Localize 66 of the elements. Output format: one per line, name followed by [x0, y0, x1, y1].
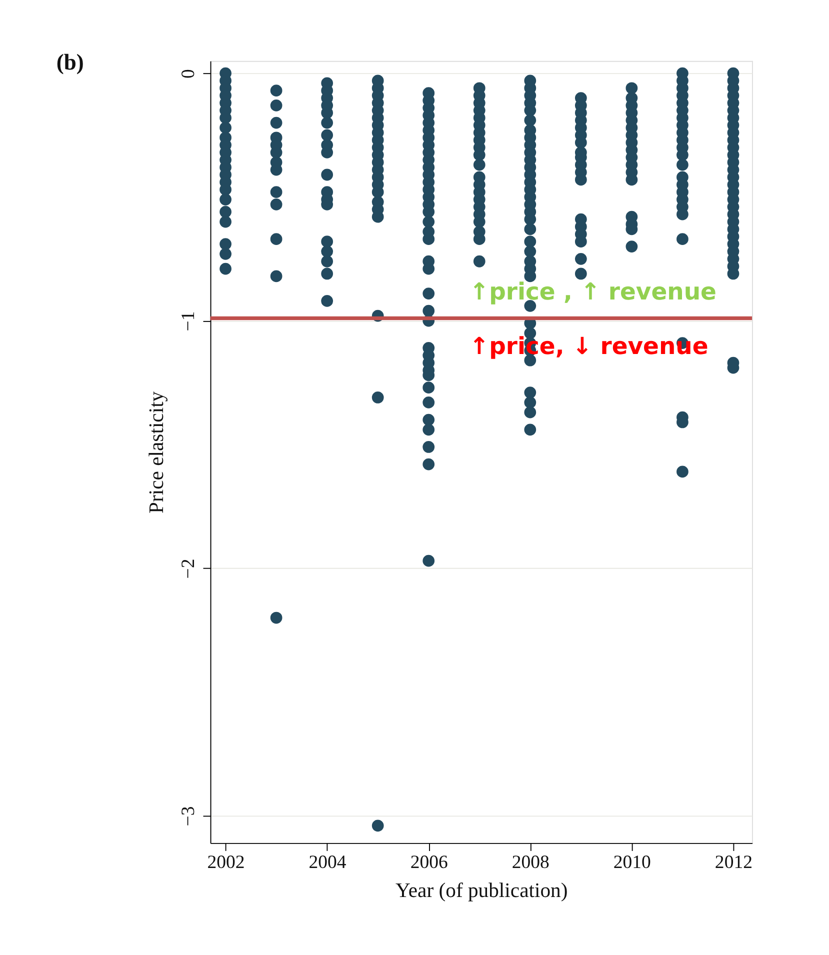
point — [321, 255, 334, 268]
point — [422, 288, 435, 300]
point — [422, 216, 435, 228]
point — [422, 554, 435, 567]
point — [220, 194, 232, 206]
point — [270, 186, 282, 198]
point — [524, 236, 536, 248]
point — [220, 216, 232, 228]
point — [321, 116, 334, 129]
point — [220, 262, 232, 275]
point — [270, 116, 282, 129]
x-tick-label: 2012 — [714, 852, 752, 873]
point — [524, 424, 536, 436]
annotation: ↑price , ↑ revenue — [469, 277, 716, 306]
point — [676, 158, 688, 171]
point — [473, 158, 486, 171]
point — [574, 268, 587, 280]
point — [524, 406, 536, 418]
point — [321, 246, 334, 258]
point — [524, 386, 536, 398]
point — [626, 240, 638, 252]
y-tick-label: −1 — [178, 311, 199, 332]
point — [321, 295, 334, 307]
point — [524, 246, 536, 258]
x-tick-label: 2006 — [410, 852, 448, 873]
point — [270, 270, 282, 282]
point — [422, 414, 435, 426]
point — [422, 382, 435, 394]
x-axis-title: Year (of publication) — [396, 880, 568, 902]
point — [422, 424, 435, 436]
point — [220, 122, 232, 134]
point — [574, 252, 587, 265]
point — [321, 168, 334, 181]
point — [321, 236, 334, 248]
point — [422, 304, 435, 317]
y-axis-title: Price elasticity — [146, 390, 168, 514]
point — [372, 820, 384, 832]
x-tick-label: 2008 — [512, 852, 550, 873]
x-tick-label: 2002 — [207, 852, 245, 873]
x-tick-label: 2010 — [613, 852, 651, 873]
point — [524, 223, 536, 236]
point — [270, 233, 282, 246]
point — [422, 458, 435, 470]
point — [270, 84, 282, 97]
x-tick-label: 2004 — [308, 852, 347, 873]
y-tick-label: 0 — [178, 69, 199, 78]
point — [473, 255, 486, 268]
point — [422, 396, 435, 408]
point — [676, 233, 688, 246]
point — [270, 100, 282, 112]
point — [372, 392, 384, 404]
point — [676, 466, 688, 478]
point — [270, 612, 282, 624]
point — [321, 268, 334, 280]
point — [220, 206, 232, 218]
point — [220, 248, 232, 260]
y-tick-label: −2 — [178, 558, 199, 579]
point — [321, 129, 334, 142]
point — [270, 198, 282, 210]
point — [524, 114, 536, 126]
y-tick-label: −3 — [178, 806, 199, 826]
point — [220, 238, 232, 250]
point — [626, 82, 638, 94]
chart-title: (b) — [56, 49, 84, 74]
point — [524, 396, 536, 408]
point — [422, 441, 435, 453]
